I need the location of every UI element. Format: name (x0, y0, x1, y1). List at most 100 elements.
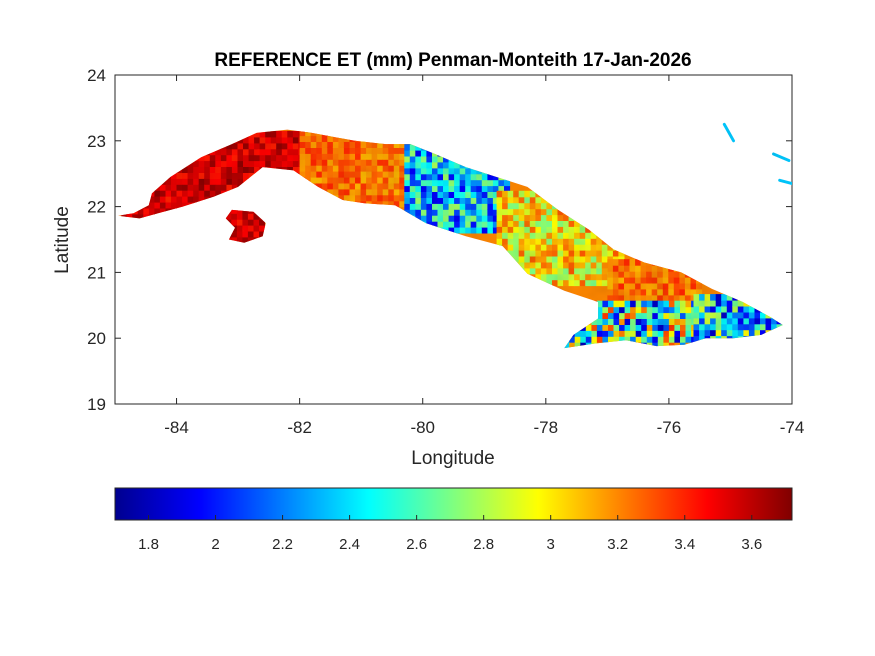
value-cell (393, 182, 400, 190)
value-cell (657, 271, 664, 278)
value-cell (748, 317, 755, 325)
value-cell (662, 288, 669, 296)
value-cell (748, 329, 755, 337)
value-cell (754, 317, 761, 325)
value-cell (470, 209, 477, 216)
value-cell (673, 288, 680, 296)
value-cell (204, 184, 211, 191)
value-cell (437, 221, 444, 228)
value-cell (657, 342, 664, 349)
value-cell (388, 177, 395, 184)
value-cell (596, 256, 603, 263)
value-cell (726, 311, 733, 319)
value-cell (492, 203, 499, 210)
value-cell (640, 271, 647, 278)
value-cell (652, 318, 659, 325)
value-cell (585, 324, 592, 331)
value-cell (596, 244, 603, 251)
value-cell (496, 220, 503, 227)
value-cell (685, 330, 692, 337)
value-cell (710, 329, 717, 337)
value-cell (557, 261, 564, 269)
value-cell (299, 147, 306, 154)
value-cell (247, 230, 254, 238)
value-cell (608, 336, 615, 343)
value-cell (662, 277, 669, 284)
value-cell (443, 221, 450, 228)
value-cell (420, 197, 427, 204)
value-cell (563, 267, 570, 275)
value-cell (476, 191, 483, 198)
value-cell (601, 279, 608, 287)
value-cell (646, 282, 653, 290)
value-cell (481, 221, 488, 228)
value-cell (204, 172, 211, 179)
value-cell (679, 282, 686, 290)
value-cell (248, 142, 255, 150)
value-cell (476, 203, 483, 210)
value-cell (355, 182, 362, 190)
value-cell (546, 232, 553, 239)
value-cell (193, 184, 200, 191)
value-cell (237, 166, 244, 173)
value-cell (651, 271, 658, 278)
value-cell (715, 323, 722, 331)
value-cell (459, 227, 466, 234)
value-cell (259, 130, 266, 138)
value-cell (193, 190, 200, 197)
value-cell (546, 208, 553, 216)
value-cell (292, 154, 299, 162)
value-cell (360, 171, 367, 178)
value-cell (409, 197, 416, 204)
value-cell (496, 232, 503, 239)
value-cell (377, 177, 384, 184)
value-cell (360, 165, 367, 172)
value-cell (377, 194, 384, 202)
value-cell (465, 221, 472, 228)
value-cell (754, 311, 761, 319)
value-cell (630, 336, 637, 343)
value-cell (529, 202, 536, 210)
value-cell (524, 238, 531, 245)
value-cell (704, 311, 711, 319)
value-cell (492, 221, 499, 228)
value-cell (635, 265, 642, 272)
value-cell (646, 300, 653, 308)
value-cell (310, 177, 317, 184)
value-cell (276, 154, 283, 162)
value-cell (237, 160, 244, 167)
value-cell (305, 135, 312, 142)
value-cell (459, 185, 466, 192)
value-cell (270, 130, 277, 138)
value-cell (673, 271, 680, 278)
value-cell (743, 329, 750, 337)
value-cell (426, 150, 433, 157)
value-cell (540, 267, 547, 275)
value-cell (182, 172, 189, 179)
value-cell (248, 136, 255, 144)
value-cell (690, 282, 697, 290)
value-cell (366, 153, 373, 160)
value-cell (259, 160, 266, 167)
value-cell (409, 173, 416, 181)
value-cell (546, 256, 553, 263)
value-cell (448, 185, 455, 192)
value-cell (281, 160, 288, 167)
value-cell (226, 142, 233, 150)
value-cell (198, 178, 205, 185)
value-cell (618, 277, 625, 284)
value-cell (182, 184, 189, 191)
value-cell (487, 221, 494, 228)
value-cell (552, 244, 559, 251)
value-cell (355, 141, 362, 148)
value-cell (132, 213, 139, 221)
value-cell (552, 232, 559, 239)
colorbar-ticks: 1.8 2 2.2 2.4 2.6 2.8 3 3.2 3.4 3.6 (138, 515, 762, 553)
value-cell (292, 142, 299, 150)
value-cell (454, 167, 461, 175)
value-cell (332, 153, 339, 160)
value-cell (377, 159, 384, 166)
value-cell (641, 318, 648, 325)
value-cell (332, 177, 339, 184)
value-cell (737, 323, 744, 331)
